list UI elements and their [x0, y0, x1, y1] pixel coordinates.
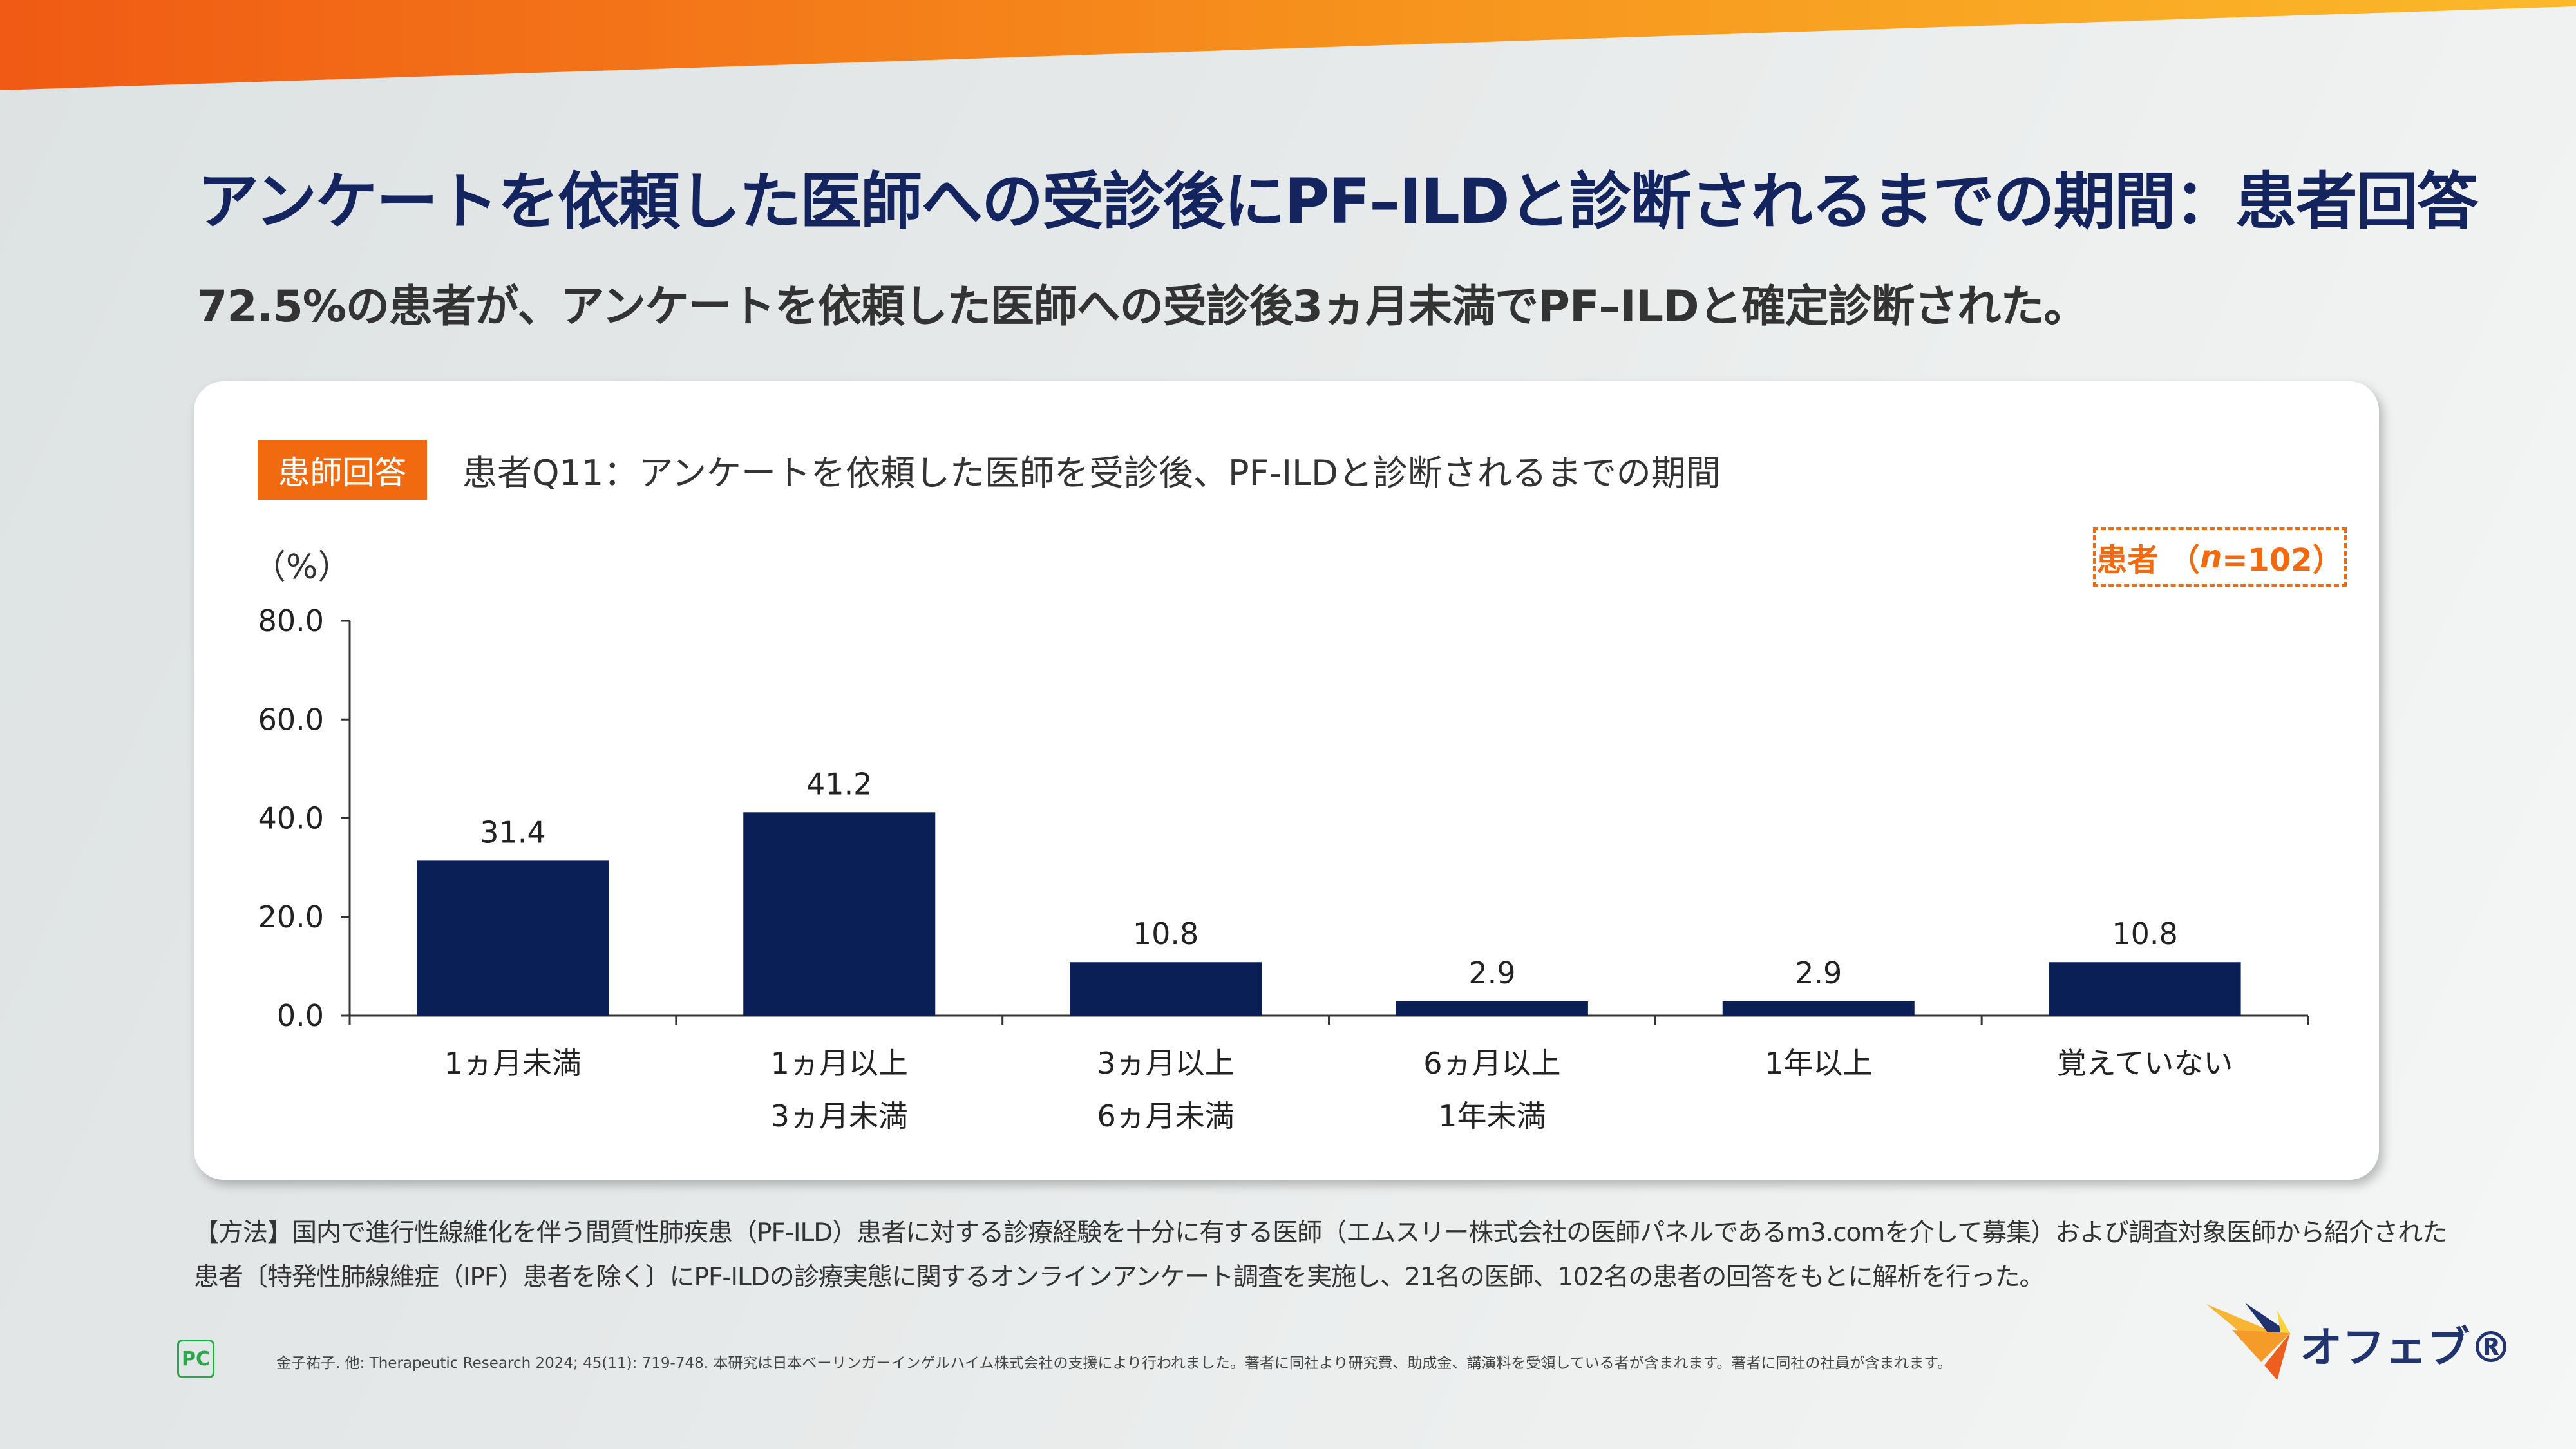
logo-wing-icon: オフェブ®	[2206, 1303, 2512, 1380]
bar	[1070, 962, 1262, 1016]
ofev-logo: オフェブ®	[2206, 1298, 2528, 1381]
category-label: 6ヵ月未満	[1097, 1099, 1234, 1133]
bar	[743, 812, 936, 1016]
page-subtitle: 72.5%の患者が、アンケートを依頼した医師への受診後3ヵ月未満でPF–ILDと…	[197, 281, 2088, 332]
bar	[1722, 1001, 1915, 1016]
y-axis-unit: （%）	[252, 548, 351, 587]
category-label: 1ヵ月未満	[444, 1046, 582, 1081]
logo-text: オフェブ®	[2300, 1323, 2512, 1372]
method-line-2: 患者〔特発性肺線維症（IPF）患者を除く〕にPF-ILDの診療実態に関するオンラ…	[194, 1263, 2044, 1292]
bar	[417, 860, 609, 1016]
y-tick-label: 0.0	[277, 998, 324, 1033]
category-label: 3ヵ月未満	[771, 1099, 908, 1133]
chart-card	[194, 381, 2379, 1180]
question-title: 患者Q11：アンケートを依頼した医師を受診後、PF-ILDと診断されるまでの期間	[462, 453, 1721, 493]
page-title: アンケートを依頼した医師への受診後にPF–ILDと診断されるまでの期間：患者回答	[197, 166, 2479, 238]
category-label: 覚えていない	[2057, 1046, 2233, 1081]
header-band	[0, 0, 2576, 90]
y-tick-label: 40.0	[258, 801, 324, 836]
n-prefix: 患者 （	[2096, 542, 2201, 578]
sample-size-badge: 患者 （n =102）	[2093, 527, 2347, 587]
data-label: 31.4	[480, 815, 545, 849]
y-tick-label: 20.0	[258, 900, 324, 934]
data-label: 10.8	[2112, 916, 2177, 951]
n-letter: n	[2200, 539, 2222, 575]
citation: 金子祐子. 他: Therapeutic Research 2024; 45(1…	[276, 1355, 1953, 1372]
pc-mark-icon: PC	[177, 1340, 214, 1378]
y-tick-label: 80.0	[258, 603, 324, 638]
n-suffix: =102）	[2222, 542, 2344, 578]
category-label: 1年以上	[1765, 1046, 1872, 1081]
category-label: 1年未満	[1438, 1099, 1546, 1133]
bar	[2049, 962, 2241, 1016]
data-label: 41.2	[806, 766, 872, 801]
data-label: 2.9	[1795, 956, 1842, 990]
category-label: 1ヵ月以上	[771, 1046, 908, 1081]
category-label: 3ヵ月以上	[1097, 1046, 1234, 1081]
bar	[1396, 1001, 1588, 1016]
y-tick-label: 60.0	[258, 702, 324, 737]
category-label: 6ヵ月以上	[1423, 1046, 1560, 1081]
data-label: 10.8	[1133, 916, 1198, 951]
data-label: 2.9	[1468, 956, 1515, 990]
respondent-tag: 患師回答	[258, 440, 427, 500]
method-line-1: 【方法】国内で進行性線維化を伴う間質性肺疾患（PF-ILD）患者に対する診療経験…	[194, 1218, 2447, 1247]
